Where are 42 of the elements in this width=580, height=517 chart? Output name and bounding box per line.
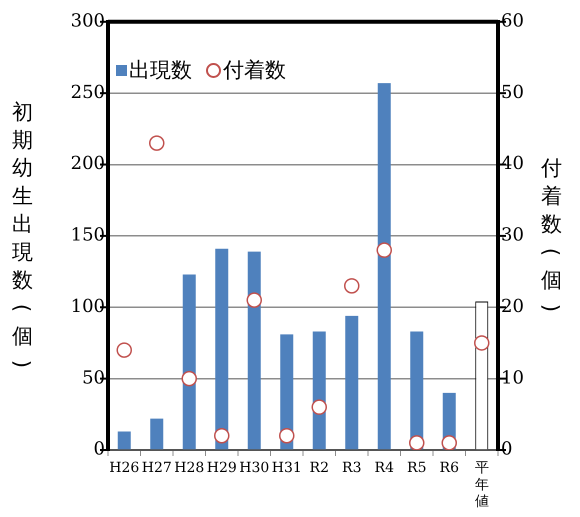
y-tick-label: 300 [70, 10, 105, 32]
x-tick-label: R3 [342, 460, 362, 476]
legend-label: 付着数 [223, 57, 286, 84]
legend-label: 出現数 [129, 57, 192, 84]
y2-tick-label: 10 [501, 367, 524, 388]
y-tick-label: 100 [70, 296, 105, 317]
point [214, 428, 230, 444]
bar [345, 316, 358, 450]
x-tick-label: H26 [109, 460, 140, 476]
x-tick-label: R5 [407, 460, 426, 476]
bar [248, 252, 261, 450]
x-tick-label: H27 [142, 460, 172, 476]
x-tick-label: R2 [310, 460, 329, 476]
x-tick-label: R4 [374, 460, 394, 476]
point [376, 242, 392, 258]
point [182, 370, 197, 386]
y2-axis-title: 付着数(個) [538, 155, 564, 312]
y-tick-label: 150 [70, 224, 105, 246]
x-tick-label: H30 [239, 460, 270, 476]
point [246, 292, 262, 308]
bar [118, 431, 131, 450]
y-tick-label: 200 [70, 153, 105, 174]
x-tick-label: H28 [174, 460, 204, 476]
point [279, 428, 294, 444]
text: 初期幼生出現数(個) [10, 100, 34, 368]
x-tick-label: 平年値 [474, 460, 489, 510]
x-tick-label: H31 [272, 460, 302, 476]
bar [150, 418, 164, 450]
x-tick-label: R6 [440, 460, 460, 476]
bar [182, 274, 196, 450]
y2-tick-label: 20 [501, 296, 524, 317]
point [442, 435, 457, 450]
point [312, 399, 327, 415]
y2-tick-label: 50 [501, 82, 524, 103]
point [409, 435, 424, 450]
y-tick-label: 250 [70, 82, 105, 103]
y2-tick-label: 60 [501, 10, 524, 32]
x-tick-label: H29 [206, 460, 237, 476]
bar [215, 248, 228, 450]
bar [378, 83, 391, 450]
y2-tick-label: 30 [501, 224, 524, 246]
y-tick-label: 50 [82, 367, 105, 388]
